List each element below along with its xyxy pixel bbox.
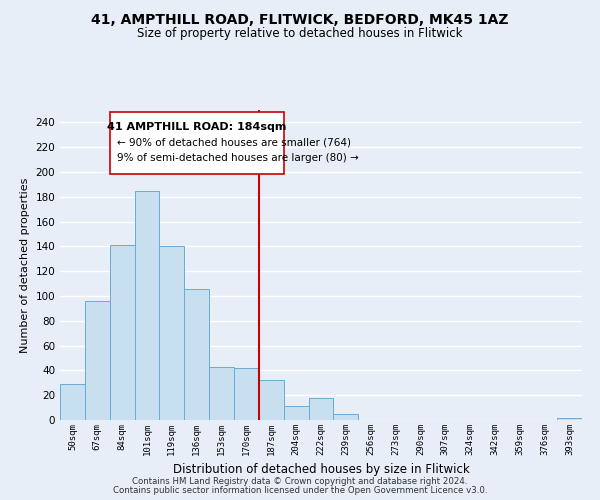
Bar xyxy=(557,418,582,420)
Text: Size of property relative to detached houses in Flitwick: Size of property relative to detached ho… xyxy=(137,28,463,40)
Bar xyxy=(160,246,184,420)
Text: 41, AMPTHILL ROAD, FLITWICK, BEDFORD, MK45 1AZ: 41, AMPTHILL ROAD, FLITWICK, BEDFORD, MK… xyxy=(91,12,509,26)
Bar xyxy=(334,414,358,420)
Y-axis label: Number of detached properties: Number of detached properties xyxy=(20,178,30,352)
Text: ← 90% of detached houses are smaller (764): ← 90% of detached houses are smaller (76… xyxy=(117,138,351,147)
Bar xyxy=(85,301,110,420)
Bar xyxy=(134,190,160,420)
X-axis label: Distribution of detached houses by size in Flitwick: Distribution of detached houses by size … xyxy=(173,464,469,476)
Text: 41 AMPTHILL ROAD: 184sqm: 41 AMPTHILL ROAD: 184sqm xyxy=(107,122,286,132)
Bar xyxy=(234,368,259,420)
Bar xyxy=(60,384,85,420)
Text: Contains HM Land Registry data © Crown copyright and database right 2024.: Contains HM Land Registry data © Crown c… xyxy=(132,477,468,486)
Bar xyxy=(184,288,209,420)
Text: 9% of semi-detached houses are larger (80) →: 9% of semi-detached houses are larger (8… xyxy=(117,154,359,164)
Bar xyxy=(259,380,284,420)
Bar xyxy=(308,398,334,420)
Bar xyxy=(110,112,284,174)
Bar xyxy=(284,406,308,420)
Bar xyxy=(110,245,134,420)
Text: Contains public sector information licensed under the Open Government Licence v3: Contains public sector information licen… xyxy=(113,486,487,495)
Bar xyxy=(209,366,234,420)
